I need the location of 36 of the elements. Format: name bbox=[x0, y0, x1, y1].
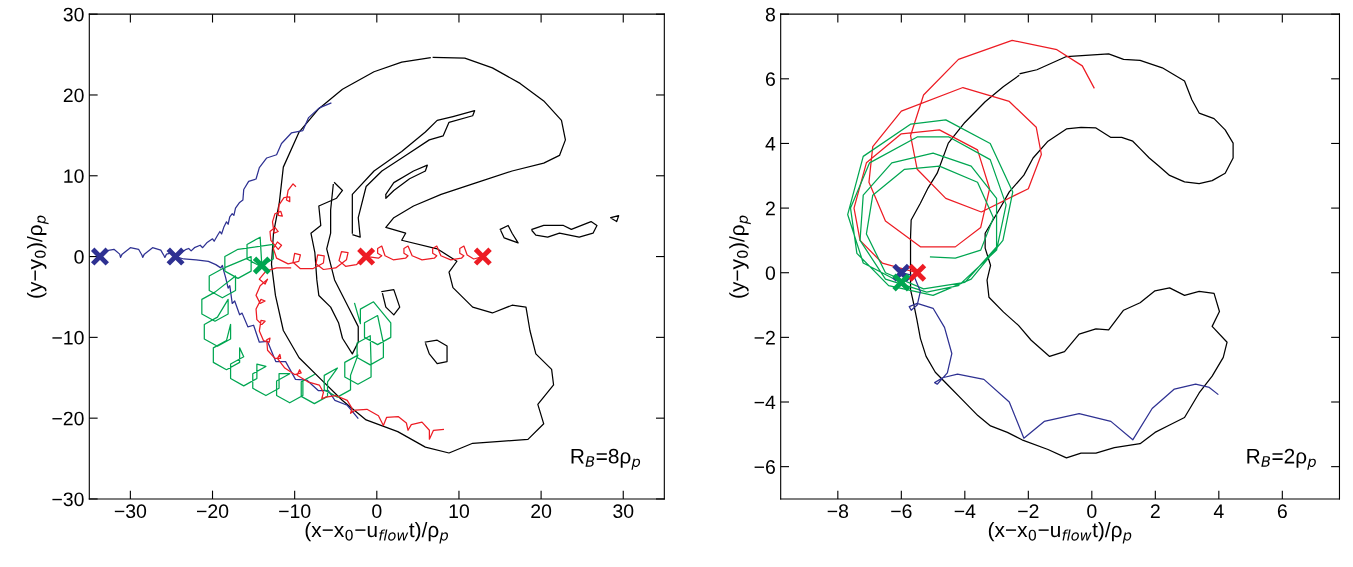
x-tick-label: −30 bbox=[114, 504, 147, 519]
x-axis-title: (x−x$_{0}$−u$_{flow}$t)/ρ$_{p}$ bbox=[988, 521, 1132, 544]
x-tick-label: 6 bbox=[1277, 504, 1287, 519]
y-tick-label: 2 bbox=[765, 201, 775, 216]
y-tick-label: 10 bbox=[64, 169, 84, 184]
x-tick-label: −6 bbox=[891, 504, 912, 519]
x-tick-label: −8 bbox=[827, 504, 849, 519]
x-tick-label: 0 bbox=[1087, 504, 1097, 519]
x-tick-label: 4 bbox=[1213, 504, 1224, 518]
y-tick-label: 20 bbox=[63, 88, 84, 103]
y-tick-label: −4 bbox=[754, 395, 776, 410]
y-tick-label: 4 bbox=[765, 137, 776, 151]
x-tick-label: −4 bbox=[954, 504, 976, 518]
y-tick-label: −10 bbox=[52, 330, 84, 345]
x-tick-label: 30 bbox=[613, 504, 634, 519]
x-tick-label: 2 bbox=[1150, 504, 1160, 518]
x-tick-label: 20 bbox=[531, 504, 552, 519]
y-axis-title: (y−y$_{0}$)/ρ$_{p}$ bbox=[729, 215, 751, 298]
y-axis-title: (y−y$_{0}$)/ρ$_{p}$ bbox=[27, 215, 49, 298]
y-tick-label: 0 bbox=[74, 250, 84, 264]
y-tick-label: 0 bbox=[765, 266, 776, 280]
y-tick-label: 6 bbox=[765, 72, 775, 87]
x-tick-label: −20 bbox=[196, 504, 229, 519]
x-tick-label: 10 bbox=[449, 504, 470, 519]
y-tick-label: −20 bbox=[52, 411, 84, 426]
y-tick-label: −6 bbox=[754, 460, 775, 474]
y-tick-label: −30 bbox=[52, 492, 84, 507]
annotation: R$_{B}$=8ρ$_{p}$ bbox=[571, 448, 641, 470]
x-axis-title: (x−x$_{0}$−u$_{flow}$t)/ρ$_{p}$ bbox=[305, 521, 449, 544]
x-tick-label: 0 bbox=[372, 504, 382, 519]
y-tick-label: −2 bbox=[754, 330, 775, 345]
y-tick-label: 8 bbox=[765, 7, 775, 22]
annotation: R$_{B}$=2ρ$_{p}$ bbox=[1247, 448, 1316, 470]
x-tick-label: −10 bbox=[279, 504, 311, 519]
x-tick-label: −2 bbox=[1018, 504, 1039, 518]
y-tick-label: 30 bbox=[63, 7, 84, 22]
